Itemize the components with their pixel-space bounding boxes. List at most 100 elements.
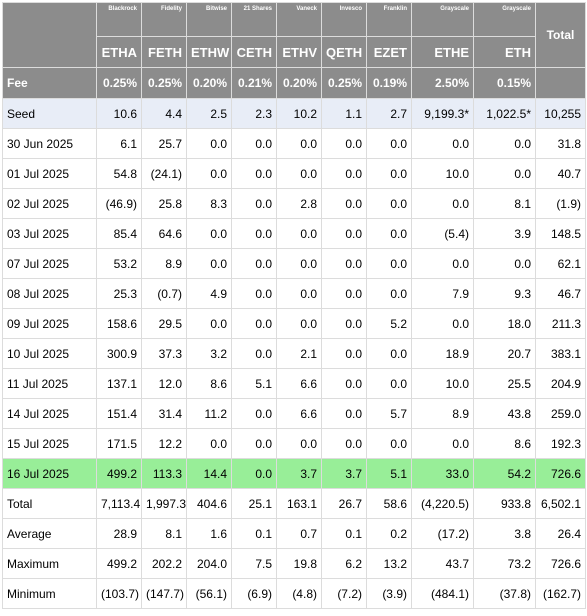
- table-row: 16 Jul 2025 499.2 113.3 14.4 0.0 3.7 3.7 5.1 33.…: [2, 458, 586, 489]
- flow-cell: 0.0: [473, 158, 536, 189]
- flow-cell: 0.0: [321, 398, 367, 429]
- row-total-cell: 204.9: [535, 368, 586, 399]
- flow-cell: 0.0: [411, 428, 474, 459]
- flow-cell: 0.1: [231, 518, 277, 549]
- flow-cell: 0.0: [186, 218, 232, 249]
- flow-cell: 0.0: [231, 158, 277, 189]
- flow-cell: 54.8: [96, 158, 142, 189]
- flow-cell: 0.0: [321, 338, 367, 369]
- flow-cell: 1,022.5*: [473, 98, 536, 129]
- table-row: 15 Jul 2025 171.5 12.2 0.0 0.0 0.0 0.0 0.0 0.0 8.…: [2, 428, 586, 459]
- flow-cell: 0.0: [276, 158, 322, 189]
- flow-cell: 0.0: [321, 308, 367, 339]
- flow-cell: 19.8: [276, 548, 322, 579]
- flow-cell: 0.0: [186, 158, 232, 189]
- row-total-cell: 383.1: [535, 338, 586, 369]
- fee-row: Fee 0.25% 0.25% 0.20% 0.21% 0.20% 0.25% …: [2, 67, 586, 99]
- flow-cell: 6.2: [321, 548, 367, 579]
- row-total-cell: (1.9): [535, 188, 586, 219]
- ticker-header: CETH: [231, 36, 277, 68]
- flow-cell: (484.1): [411, 578, 474, 609]
- flow-cell: 0.0: [186, 248, 232, 279]
- flow-cell: 4.9: [186, 278, 232, 309]
- flow-cell: 28.9: [96, 518, 142, 549]
- ticker-header: FETH: [141, 36, 187, 68]
- row-total-cell: 46.7: [535, 278, 586, 309]
- issuer-header: 21 Shares: [231, 2, 277, 37]
- flow-cell: 25.3: [96, 278, 142, 309]
- flow-cell: 0.0: [186, 128, 232, 159]
- flow-cell: (7.2): [321, 578, 367, 609]
- flow-cell: (103.7): [96, 578, 142, 609]
- ticker-header: ETHV: [276, 36, 322, 68]
- flow-cell: 0.0: [231, 218, 277, 249]
- row-label: 14 Jul 2025: [2, 398, 97, 429]
- flow-cell: 25.5: [473, 368, 536, 399]
- flow-cell: 18.0: [473, 308, 536, 339]
- flow-cell: 10.0: [411, 158, 474, 189]
- flow-cell: 3.9: [473, 218, 536, 249]
- fee-cell: 0.20%: [276, 67, 322, 99]
- table-row: 07 Jul 2025 53.2 8.9 0.0 0.0 0.0 0.0 0.0 0.0 0.0 6…: [2, 248, 586, 279]
- flow-cell: 85.4: [96, 218, 142, 249]
- flow-cell: 14.4: [186, 458, 232, 489]
- table-row: 09 Jul 2025 158.6 29.5 0.0 0.0 0.0 0.0 5.2 0.0 18…: [2, 308, 586, 339]
- issuer-header: Grayscale: [411, 2, 474, 37]
- row-label: 09 Jul 2025: [2, 308, 97, 339]
- flow-cell: 0.1: [321, 518, 367, 549]
- fee-cell: 2.50%: [411, 67, 474, 99]
- ticker-header-row: ETHA FETH ETHW CETH ETHV QETH EZET ETHE …: [3, 36, 586, 68]
- flow-cell: (56.1): [186, 578, 232, 609]
- table-row: 30 Jun 2025 6.1 25.7 0.0 0.0 0.0 0.0 0.0 0.0 0.0 3…: [2, 128, 586, 159]
- flow-cell: 0.0: [231, 128, 277, 159]
- flow-cell: 33.0: [411, 458, 474, 489]
- flow-cell: 1,997.3: [141, 488, 187, 519]
- flow-cell: 499.2: [96, 548, 142, 579]
- issuer-header: Fidelity: [141, 2, 187, 37]
- fee-cell: 0.25%: [96, 67, 142, 99]
- flow-cell: 0.0: [411, 128, 474, 159]
- flow-cell: 5.2: [366, 308, 412, 339]
- flow-cell: 10.2: [276, 98, 322, 129]
- row-total-cell: 726.6: [535, 458, 586, 489]
- row-total-cell: 26.4: [535, 518, 586, 549]
- flow-cell: 18.9: [411, 338, 474, 369]
- flow-cell: 64.6: [141, 218, 187, 249]
- flow-cell: 3.8: [473, 518, 536, 549]
- flow-cell: 5.7: [366, 398, 412, 429]
- fee-cell: 0.25%: [141, 67, 187, 99]
- flow-cell: 5.1: [366, 458, 412, 489]
- flow-cell: (6.9): [231, 578, 277, 609]
- ticker-header: EZET: [366, 36, 412, 68]
- row-label: 03 Jul 2025: [2, 218, 97, 249]
- flow-cell: 3.2: [186, 338, 232, 369]
- flow-cell: 2.1: [276, 338, 322, 369]
- flow-cell: 12.2: [141, 428, 187, 459]
- flow-cell: 11.2: [186, 398, 232, 429]
- flow-cell: 53.2: [96, 248, 142, 279]
- row-label: 16 Jul 2025: [2, 458, 97, 489]
- flow-cell: 13.2: [366, 548, 412, 579]
- row-label: 01 Jul 2025: [2, 158, 97, 189]
- table-row: 08 Jul 2025 25.3 (0.7) 4.9 0.0 0.0 0.0 0.0 7.9 9.…: [2, 278, 586, 309]
- flow-cell: 0.0: [366, 368, 412, 399]
- flow-cell: (46.9): [96, 188, 142, 219]
- flow-cell: 4.4: [141, 98, 187, 129]
- row-total-cell: 259.0: [535, 398, 586, 429]
- flow-cell: 2.7: [366, 98, 412, 129]
- flow-cell: 0.0: [473, 128, 536, 159]
- row-label: Total: [2, 488, 97, 519]
- flow-cell: (17.2): [411, 518, 474, 549]
- flow-cell: 25.7: [141, 128, 187, 159]
- ticker-header: QETH: [321, 36, 367, 68]
- flow-cell: 43.7: [411, 548, 474, 579]
- fee-cell: 0.25%: [321, 67, 367, 99]
- flow-cell: 9,199.3*: [411, 98, 474, 129]
- flow-cell: 0.0: [321, 158, 367, 189]
- row-label: 11 Jul 2025: [2, 368, 97, 399]
- issuer-header: Invesco: [321, 2, 367, 37]
- flow-cell: 0.0: [321, 428, 367, 459]
- flow-cell: 6.6: [276, 398, 322, 429]
- flows-table-body: Seed 10.6 4.4 2.5 2.3 10.2 1.1 2.7 9,199.3* 1,022…: [2, 98, 586, 609]
- ticker-header: ETHW: [186, 36, 232, 68]
